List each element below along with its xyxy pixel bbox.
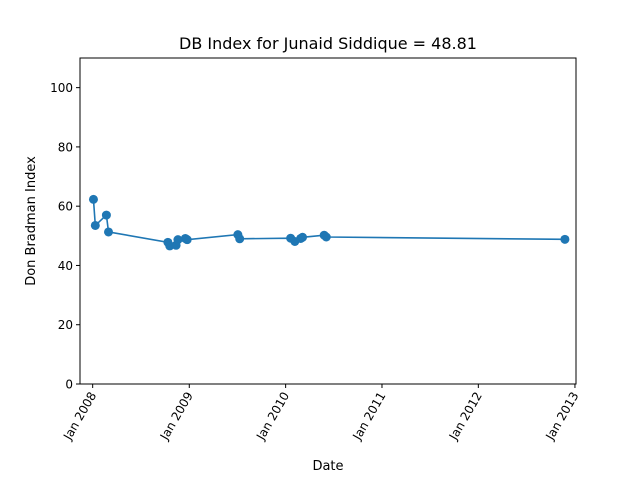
axes-frame (79, 57, 577, 385)
data-point (173, 235, 183, 245)
data-point (182, 235, 192, 245)
data-point (90, 220, 100, 230)
y-tick-label: 40 (58, 259, 73, 273)
plot-area (88, 194, 570, 251)
y-axis: 0 20 40 60 80 100 (50, 81, 80, 392)
data-point (101, 210, 111, 220)
y-tick-label: 0 (65, 378, 73, 392)
data-point (235, 234, 245, 244)
x-axis-label: Date (312, 459, 343, 474)
y-tick-label: 100 (50, 81, 73, 95)
data-point (104, 227, 114, 237)
y-tick-label: 20 (58, 318, 73, 332)
y-tick-label: 60 (58, 200, 73, 214)
data-point (88, 194, 98, 204)
y-axis-label: Don Bradman Index (24, 156, 39, 286)
chart-title: DB Index for Junaid Siddique = 48.81 (179, 34, 477, 53)
data-point (560, 234, 570, 244)
data-point (321, 232, 331, 242)
data-point (298, 232, 308, 242)
y-tick-label: 80 (58, 140, 73, 154)
